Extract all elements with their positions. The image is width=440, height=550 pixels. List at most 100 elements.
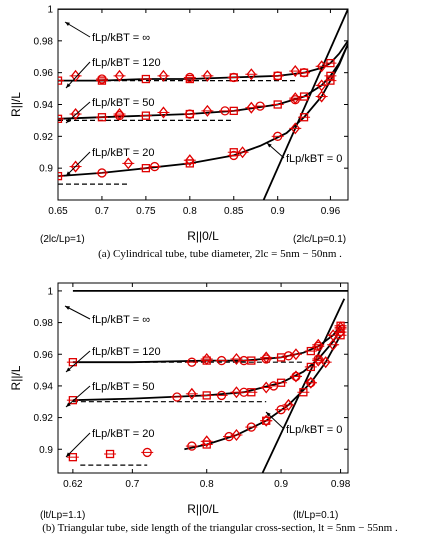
annotation-arrow: [65, 151, 91, 177]
diamond-marker: [291, 348, 301, 361]
square-marker: [58, 171, 63, 181]
data-markers: [58, 58, 337, 181]
square-marker: [326, 58, 335, 68]
diamond-marker: [261, 414, 272, 427]
circle-marker: [97, 168, 107, 178]
arrow-head: [66, 367, 71, 372]
curve-annotation: fLp/kBT = 50: [92, 97, 154, 109]
diamond-marker: [290, 122, 301, 135]
figure-caption: (a) Cylindrical tube, tube diameter, 2lc…: [98, 248, 342, 260]
y-tick-label: 0.9: [39, 445, 53, 456]
circle-marker: [273, 71, 283, 81]
annotation-arrow: [65, 61, 91, 89]
y-tick-label: 0.94: [34, 100, 54, 111]
x-tick-label: 0.98: [331, 479, 351, 490]
curve-annotation: fLp/kBT = 50: [92, 381, 154, 393]
figure-caption: (b) Triangular tube, side length of the …: [42, 522, 398, 534]
square-marker: [299, 92, 309, 101]
diamond-marker: [187, 387, 197, 400]
diamond-marker: [237, 146, 248, 159]
x-tick-label: 0.7: [125, 479, 139, 490]
annotation-arrow: [65, 101, 91, 124]
diamond-marker: [246, 101, 257, 114]
x-tick-label: 0.9: [271, 206, 285, 217]
square-marker: [326, 76, 335, 85]
y-axis-label: R||/L: [9, 365, 23, 390]
circle-marker: [185, 109, 195, 119]
circle-marker: [172, 392, 182, 402]
square-marker: [97, 113, 107, 122]
diamond-marker: [290, 92, 301, 105]
curve-annotation: fLp/kBT = 120: [92, 57, 161, 69]
y-tick-label: 1: [47, 286, 53, 297]
diamond-marker: [231, 428, 242, 442]
diamond-marker: [201, 352, 212, 366]
diamond-marker: [316, 60, 327, 73]
theory-curve: [58, 43, 348, 177]
curve-annotation: fLp/kBT = 0: [286, 153, 342, 165]
plot-frame: [57, 282, 349, 474]
x-tick-label: 0.7: [95, 206, 109, 217]
y-axis-label: R||/L: [9, 92, 23, 117]
circle-marker: [97, 74, 107, 84]
square-marker: [299, 113, 309, 122]
theory-curve: [261, 298, 346, 473]
data-markers: [66, 321, 347, 462]
circle-marker: [142, 447, 152, 458]
circle-marker: [220, 106, 230, 116]
x-tick-label: 0.62: [63, 479, 83, 490]
diamond-marker: [283, 398, 294, 411]
arrow-head: [267, 143, 272, 148]
square-marker: [336, 331, 345, 340]
y-tick-label: 1: [47, 5, 53, 16]
curve-annotation: fLp/kBT = 20: [92, 147, 154, 159]
y-tick-label: 0.92: [34, 132, 54, 143]
square-marker: [276, 378, 286, 387]
annotation-arrow: [65, 385, 91, 408]
circle-marker: [187, 357, 197, 367]
diamond-marker: [291, 370, 301, 383]
diamond-marker: [158, 69, 169, 82]
x-tick-label: 0.75: [136, 206, 156, 217]
circle-marker: [150, 161, 160, 172]
theory-curve: [262, 9, 348, 200]
circle-marker: [216, 355, 227, 366]
diamond-marker: [158, 106, 169, 119]
chart-panel-a: 0.65 0.7 0.75 0.8 0.85 0.9 0.96 0.9 0.92 0.94 0.96…: [9, 5, 349, 260]
diamond-marker: [70, 160, 81, 173]
diamond-marker: [246, 68, 257, 81]
curve-annotation: fLp/kBT = ∞: [92, 32, 150, 44]
x-endpoint-label-left: (2lc/Lp=1): [40, 234, 85, 245]
circle-marker: [273, 131, 283, 141]
curve-annotation: fLp/kBT = ∞: [92, 314, 150, 326]
circle-marker: [246, 422, 256, 432]
y-tick-label: 0.96: [34, 68, 54, 79]
diamond-marker: [316, 79, 327, 92]
x-tick-label: 0.96: [321, 206, 341, 217]
square-marker: [58, 76, 63, 85]
square-marker: [306, 346, 315, 356]
x-endpoint-label-right: (lt/Lp=0.1): [293, 510, 338, 521]
square-marker: [58, 114, 63, 123]
diamond-marker: [123, 157, 134, 170]
annotation-arrow: [65, 432, 91, 458]
x-tick-label: 0.8: [200, 479, 214, 490]
curve-annotation: fLp/kBT = 20: [92, 428, 154, 440]
diamond-marker: [201, 435, 212, 448]
annotation-arrow: [65, 350, 91, 373]
y-tick-label: 0.92: [34, 413, 54, 424]
square-marker: [273, 100, 282, 109]
square-marker: [68, 396, 78, 405]
diamond-marker: [261, 381, 272, 394]
diamond-marker: [202, 104, 213, 117]
square-marker: [306, 362, 315, 372]
diamond-marker: [313, 338, 324, 351]
square-marker: [141, 74, 151, 84]
arrow-head: [66, 402, 71, 407]
square-marker: [299, 388, 308, 397]
diamond-marker: [335, 326, 346, 339]
theory-curve: [184, 334, 342, 451]
circle-marker: [229, 72, 239, 83]
